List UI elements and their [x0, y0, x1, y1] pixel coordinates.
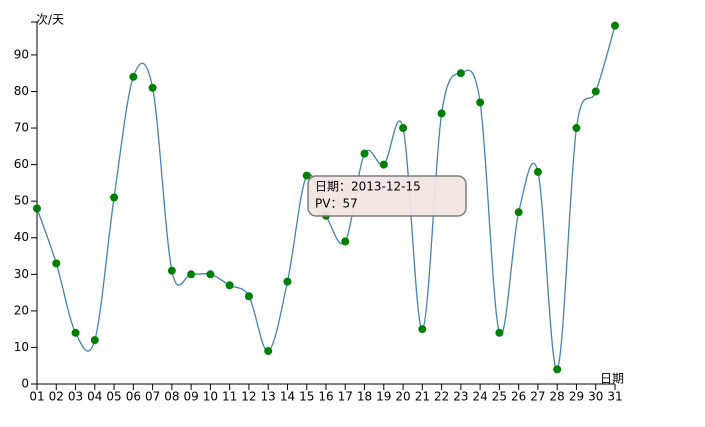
x-tick-label: 15 — [299, 390, 314, 404]
point — [206, 270, 215, 279]
point — [33, 204, 41, 213]
y-tick-label: 60 — [14, 157, 29, 171]
y-axis-label: 次/天 — [36, 13, 64, 27]
point — [148, 83, 157, 92]
point — [553, 365, 562, 374]
y-tick-label: 0 — [21, 377, 29, 391]
y-axis — [31, 21, 38, 385]
x-tick-label: 28 — [550, 390, 565, 404]
x-tick-label: 26 — [511, 390, 526, 404]
x-tick-label: 25 — [492, 390, 507, 404]
y-tick-label: 50 — [14, 194, 29, 208]
x-tick-label: 23 — [453, 390, 468, 404]
point — [283, 277, 292, 286]
x-tick-label: 18 — [357, 390, 372, 404]
x-tick-label: 29 — [569, 390, 584, 404]
x-tick-label: 06 — [126, 390, 141, 404]
x-tick-label: 02 — [49, 390, 64, 404]
point — [476, 98, 485, 107]
tooltip-text: 日期：2013-12-15 — [315, 180, 421, 194]
point — [71, 328, 80, 337]
x-tick-label: 09 — [183, 390, 198, 404]
x-tick-label: 24 — [472, 390, 487, 404]
y-tick-label: 10 — [14, 340, 29, 354]
x-tick-label: 27 — [530, 390, 545, 404]
x-tick-label: 12 — [241, 390, 256, 404]
x-tick-label: 30 — [588, 390, 603, 404]
x-tick-label: 21 — [415, 390, 430, 404]
point — [110, 193, 119, 202]
point — [264, 347, 273, 356]
x-tick-label: 04 — [87, 390, 102, 404]
point — [418, 325, 427, 334]
point — [572, 124, 581, 133]
point — [187, 270, 196, 279]
x-tick-label: 08 — [164, 390, 179, 404]
x-tick-label: 10 — [203, 390, 218, 404]
y-tick-label: 20 — [14, 303, 29, 317]
point — [379, 160, 388, 169]
y-tick-label: 90 — [14, 47, 29, 61]
point — [341, 237, 350, 246]
x-tick-label: 20 — [395, 390, 410, 404]
tooltip-box — [307, 175, 467, 217]
point — [244, 292, 253, 301]
x-tick-label: 03 — [68, 390, 83, 404]
point — [225, 281, 234, 290]
point — [129, 72, 138, 81]
point — [514, 208, 523, 217]
x-tick-label: 11 — [222, 390, 237, 404]
x-tick-label: 05 — [106, 390, 121, 404]
point — [495, 328, 504, 337]
y-tick-label: 80 — [14, 84, 29, 98]
x-tick-label: 22 — [434, 390, 449, 404]
point — [302, 171, 311, 180]
x-tick-label: 19 — [376, 390, 391, 404]
x-tick-label: 07 — [145, 390, 160, 404]
point — [90, 336, 99, 345]
point — [591, 87, 600, 96]
x-tick-label: 14 — [280, 390, 295, 404]
y-tick-label: 70 — [14, 121, 29, 135]
point — [167, 266, 176, 275]
x-axis-label: 日期 — [600, 372, 624, 386]
point — [360, 149, 369, 158]
point — [52, 259, 61, 268]
x-tick-label: 01 — [29, 390, 44, 404]
y-tick-label: 40 — [14, 230, 29, 244]
point — [437, 109, 446, 118]
point — [456, 69, 465, 78]
point — [399, 124, 408, 133]
tooltip-text: PV：57 — [315, 197, 358, 211]
x-tick-label: 17 — [338, 390, 353, 404]
x-tick-label: 31 — [607, 390, 622, 404]
x-tick-label: 13 — [261, 390, 276, 404]
x-tick-label: 16 — [318, 390, 333, 404]
y-tick-label: 30 — [14, 267, 29, 281]
point — [611, 21, 619, 30]
point — [533, 167, 542, 176]
